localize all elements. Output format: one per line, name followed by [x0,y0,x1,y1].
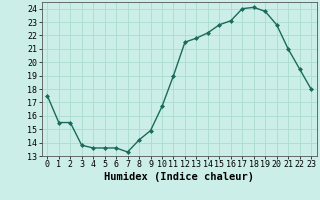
X-axis label: Humidex (Indice chaleur): Humidex (Indice chaleur) [104,172,254,182]
